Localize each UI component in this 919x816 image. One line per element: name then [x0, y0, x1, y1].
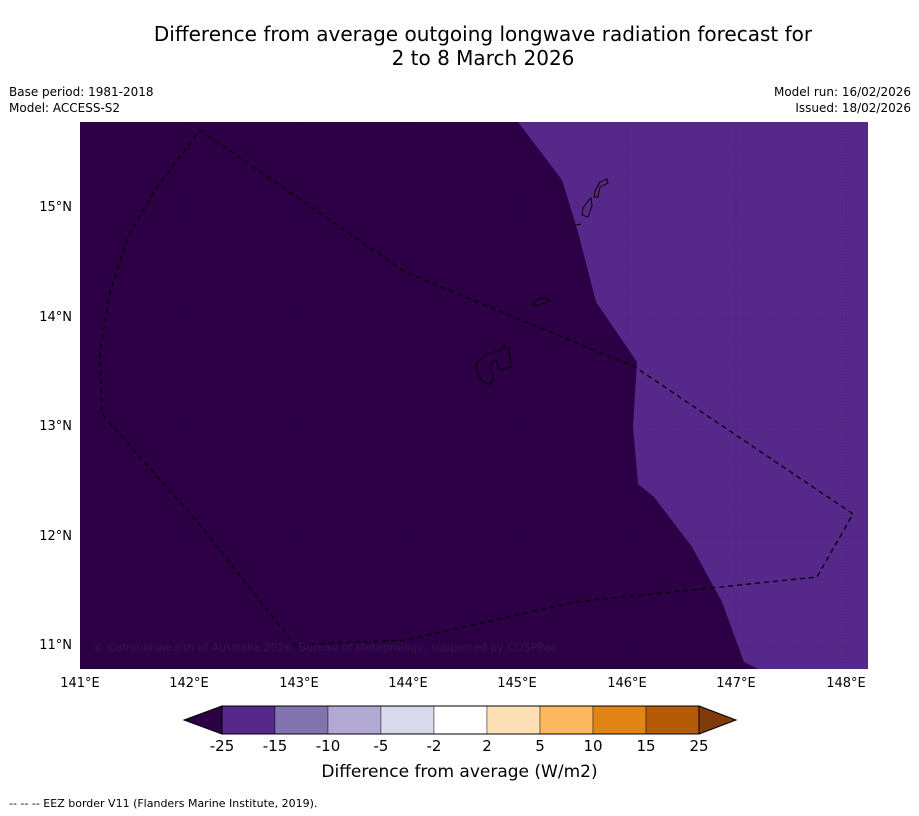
issued-date: Issued: 18/02/2026: [795, 101, 911, 115]
x-tick-label: 141°E: [60, 676, 100, 691]
y-tick-label: 12°N: [39, 529, 72, 544]
colorbar-outline: [221, 705, 700, 735]
map-panel: [80, 122, 868, 669]
island-saipan: [593, 178, 609, 198]
island-tinian: [581, 197, 593, 218]
x-tick-label: 143°E: [279, 676, 319, 691]
colorbar-tick-label: -25: [209, 737, 235, 755]
colorbar-segment: [221, 705, 276, 735]
model-name: Model: ACCESS-S2: [9, 101, 121, 115]
colorbar-tick-label: -2: [426, 737, 442, 755]
y-tick-label: 14°N: [39, 310, 72, 325]
x-tick-label: 145°E: [497, 676, 537, 691]
colorbar-tick-label: 5: [535, 737, 545, 755]
y-tick-label: 15°N: [39, 200, 72, 215]
title-line-1: Difference from average outgoing longwav…: [153, 22, 813, 46]
island-rota: [531, 297, 551, 307]
island-guam: [475, 344, 512, 385]
island-dash: [575, 223, 582, 226]
colorbar-segment: [380, 705, 435, 735]
colorbar-segment: [274, 705, 329, 735]
colorbar-segment: [592, 705, 647, 735]
x-tick-label: 148°E: [826, 676, 866, 691]
x-tick-label: 147°E: [716, 676, 756, 691]
colorbar-tick-label: -15: [262, 737, 288, 755]
colorbar-tick-label: 10: [583, 737, 603, 755]
eez-footnote: -- -- -- EEZ border V11 (Flanders Marine…: [9, 797, 318, 810]
copyright-text: © Commonwealth of Australia 2026, Bureau…: [93, 641, 557, 654]
colorbar-segment: [486, 705, 541, 735]
y-tick-label: 13°N: [39, 419, 72, 434]
base-period: Base period: 1981-2018: [9, 85, 154, 99]
colorbar-extend-low: [182, 705, 223, 735]
colorbar-tick-label: 15: [636, 737, 656, 755]
colorbar-title: Difference from average (W/m2): [321, 762, 598, 782]
colorbar-extend-high: [698, 705, 738, 735]
model-run: Model run: 16/02/2026: [773, 85, 911, 99]
eez-border: [99, 129, 854, 646]
colorbar-tick-label: -10: [315, 737, 341, 755]
x-tick-label: 144°E: [388, 676, 428, 691]
colorbar-tick-label: -5: [373, 737, 389, 755]
x-tick-label: 142°E: [169, 676, 209, 691]
y-tick-label: 11°N: [39, 638, 72, 653]
colorbar-tick-label: 25: [689, 737, 709, 755]
colorbar-segment: [433, 705, 488, 735]
colorbar-segment: [327, 705, 382, 735]
colorbar-segment: [539, 705, 594, 735]
x-tick-label: 146°E: [607, 676, 647, 691]
colorbar: [182, 705, 738, 735]
anomaly-region-east: [518, 122, 868, 669]
gridlines: [80, 122, 868, 669]
colorbar-segment: [645, 705, 700, 735]
colorbar-tick-label: 2: [482, 737, 492, 755]
meta-left: Base period: 1981-2018 Model: ACCESS-S2: [9, 84, 154, 116]
chart-title: Difference from average outgoing longwav…: [0, 22, 919, 70]
meta-right: Model run: 16/02/2026 Issued: 18/02/2026: [774, 84, 911, 116]
title-line-2: 2 to 8 March 2026: [391, 46, 575, 70]
